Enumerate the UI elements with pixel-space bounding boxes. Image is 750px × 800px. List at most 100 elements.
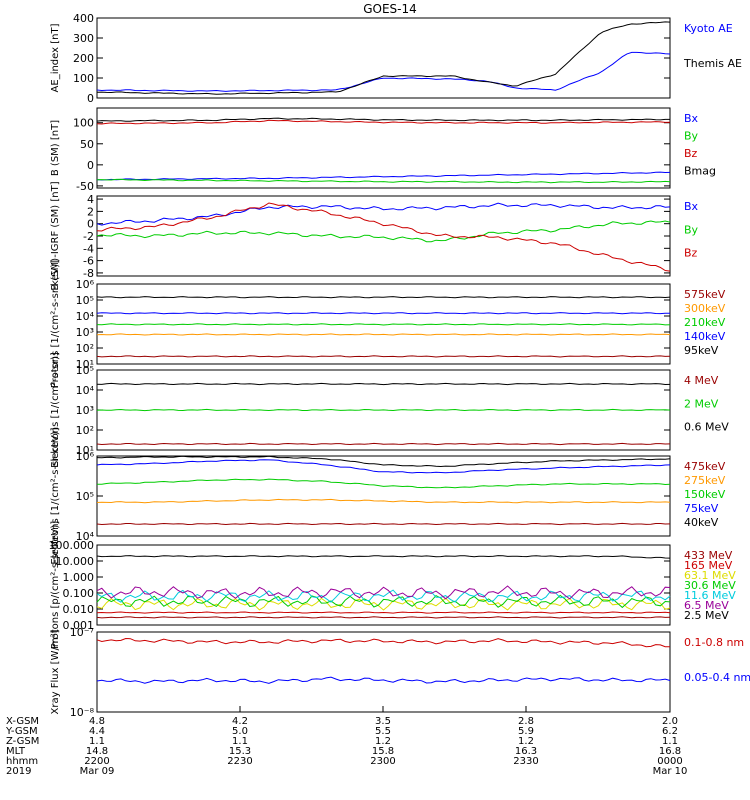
series-line-Bx [96,171,671,181]
y-tick-label: 400 [73,12,94,25]
legend-label: 2 MeV [684,397,719,410]
legend-label: Bz [684,247,698,260]
x-cell: 5.0 [232,726,248,737]
y-tick-label: 1.000 [63,571,95,584]
panel-4: 10¹ 10² 10³ 10⁴ 10⁵ Electrons [1/(cm²-s-sr)] 4… [50,352,729,468]
y-tick-label: 10¹ [76,444,94,457]
legend-label: 210keV [684,316,726,329]
y-axis-label: Protons [p/(cm²-s-sr-keV)] [50,521,61,649]
y-tick-label: 50 [80,138,94,151]
x-cell: 2.0 [662,716,678,727]
series-line-75keV [96,459,671,474]
series-line-6-5-MeV [96,585,671,600]
series-line-Bx [96,202,671,226]
x-row-label: MLT [6,746,26,757]
series-line-4-MeV [96,442,671,446]
series-line-150keV [97,478,671,489]
panel-frame [96,107,671,189]
y-tick-label: 10⁻⁷ [70,626,94,639]
panel-3: 10¹ 10² 10³ 10⁴ 10⁵ 10⁶ Protons [1/(cm²-s-sr-k… [50,260,726,388]
series-line-11-6-MeV [96,589,671,603]
y-tick-label: 200 [73,52,94,65]
y-tick-label: 0 [87,92,94,105]
legend-label: 6.5 MeV [684,599,729,612]
series-line-Kyoto-AE [96,51,671,92]
x-cell: 5.5 [375,726,391,737]
y-tick-label: 10⁵ [76,490,94,503]
y-tick-label: 10⁴ [76,310,95,323]
panel-frame [96,17,671,99]
x-cell: 4.4 [89,726,105,737]
y-tick-label: 0 [87,159,94,172]
legend-label: By [684,130,699,143]
x-cell: 1.1 [89,736,105,747]
panel-frame [96,544,671,626]
x-cell: 15.8 [372,746,394,757]
x-cell: 15.3 [229,746,251,757]
legend-label: 275keV [684,474,726,487]
legend-label: 63.1 MeV [684,569,736,582]
y-tick-label: 10⁴ [76,530,95,543]
series-line-275keV [96,498,671,504]
figure-title: GOES-14 [363,2,417,16]
x-cell: Mar 09 [80,766,115,777]
panel-5: 10⁴ 10⁵ 10⁶ Electrons [1/(cm²-s-sr-keV)] 475… [50,427,726,564]
y-tick-label: 100 [73,72,94,85]
y-tick-label: 10³ [76,326,94,339]
legend-label: 0.05-0.4 nm [684,671,750,684]
series-line-30-6-MeV [96,594,671,609]
y-tick-label: 2 [87,205,94,218]
series-line-2-5-MeV [96,555,671,559]
x-cell: 2230 [227,756,252,767]
legend-label: 95keV [684,344,719,357]
series-line-0-1-0-8-nm [96,637,671,648]
y-tick-label: 10¹ [76,358,94,371]
x-cell: 16.8 [659,746,681,757]
panel-frame [96,283,671,365]
legend-label: Bz [684,147,698,160]
x-cell: 16.3 [515,746,537,757]
y-tick-label: -4 [83,242,94,255]
legend-label: 150keV [684,488,726,501]
x-cell: 3.5 [375,716,391,727]
legend-label: 0.6 MeV [684,421,729,434]
y-tick-label: -2 [83,230,94,243]
panel-frame [96,631,671,713]
series-line-0-6-MeV [96,382,671,386]
legend-label: 4 MeV [684,374,719,387]
legend-label: 75keV [684,502,719,515]
y-tick-label: 100 [73,117,94,130]
y-tick-label: 10⁻⁸ [70,706,95,719]
legend-label: 475keV [684,460,726,473]
series-line-475keV [96,522,671,526]
x-cell: 1.2 [375,736,391,747]
legend-label: 165 MeV [684,559,733,572]
y-tick-label: 0.100 [63,587,95,600]
y-axis-label: Electrons [1/(cm²-s-sr)] [50,352,61,468]
panel-0: 0 100 200 300 400 AE_index [nT] Kyoto AE Themis… [50,12,742,105]
series-line-40keV [96,455,671,468]
x-row-label: 2019 [6,766,31,777]
series-line-210keV [96,323,671,326]
x-cell: 4.8 [89,716,105,727]
y-tick-label: 4 [87,193,94,206]
panel-6: 0.001 0.010 0.100 1.000 10.000 100.000Protons… [49,521,737,649]
legend-label: 2.5 MeV [684,609,729,622]
series-line-433-MeV [96,616,671,619]
x-cell: 6.2 [662,726,678,737]
y-tick-label: 10⁶ [76,450,95,463]
x-cell: 1.2 [518,736,534,747]
y-tick-label: -8 [83,267,94,280]
y-axis-label: AE_index [nT] [50,23,61,92]
y-tick-label: 10⁴ [76,384,95,397]
x-row-label: hhmm [6,756,38,767]
x-cell: 14.8 [86,746,108,757]
y-axis-label: B (SM)-IGRF (SM) [nT] [50,181,61,290]
y-tick-label: -6 [83,255,94,268]
legend-label: 575keV [684,288,726,301]
panel-7: 10⁻⁸ 10⁻⁷ Xray Flux [W/m²] 0.1-0.8 nm 0.05-0… [50,626,750,719]
x-cell: 2.8 [518,716,534,727]
y-tick-label: 0.001 [63,619,95,632]
x-axis-table: X-GSMY-GSMZ-GSMMLThhmm20194.84.41.114.82… [5,706,687,777]
